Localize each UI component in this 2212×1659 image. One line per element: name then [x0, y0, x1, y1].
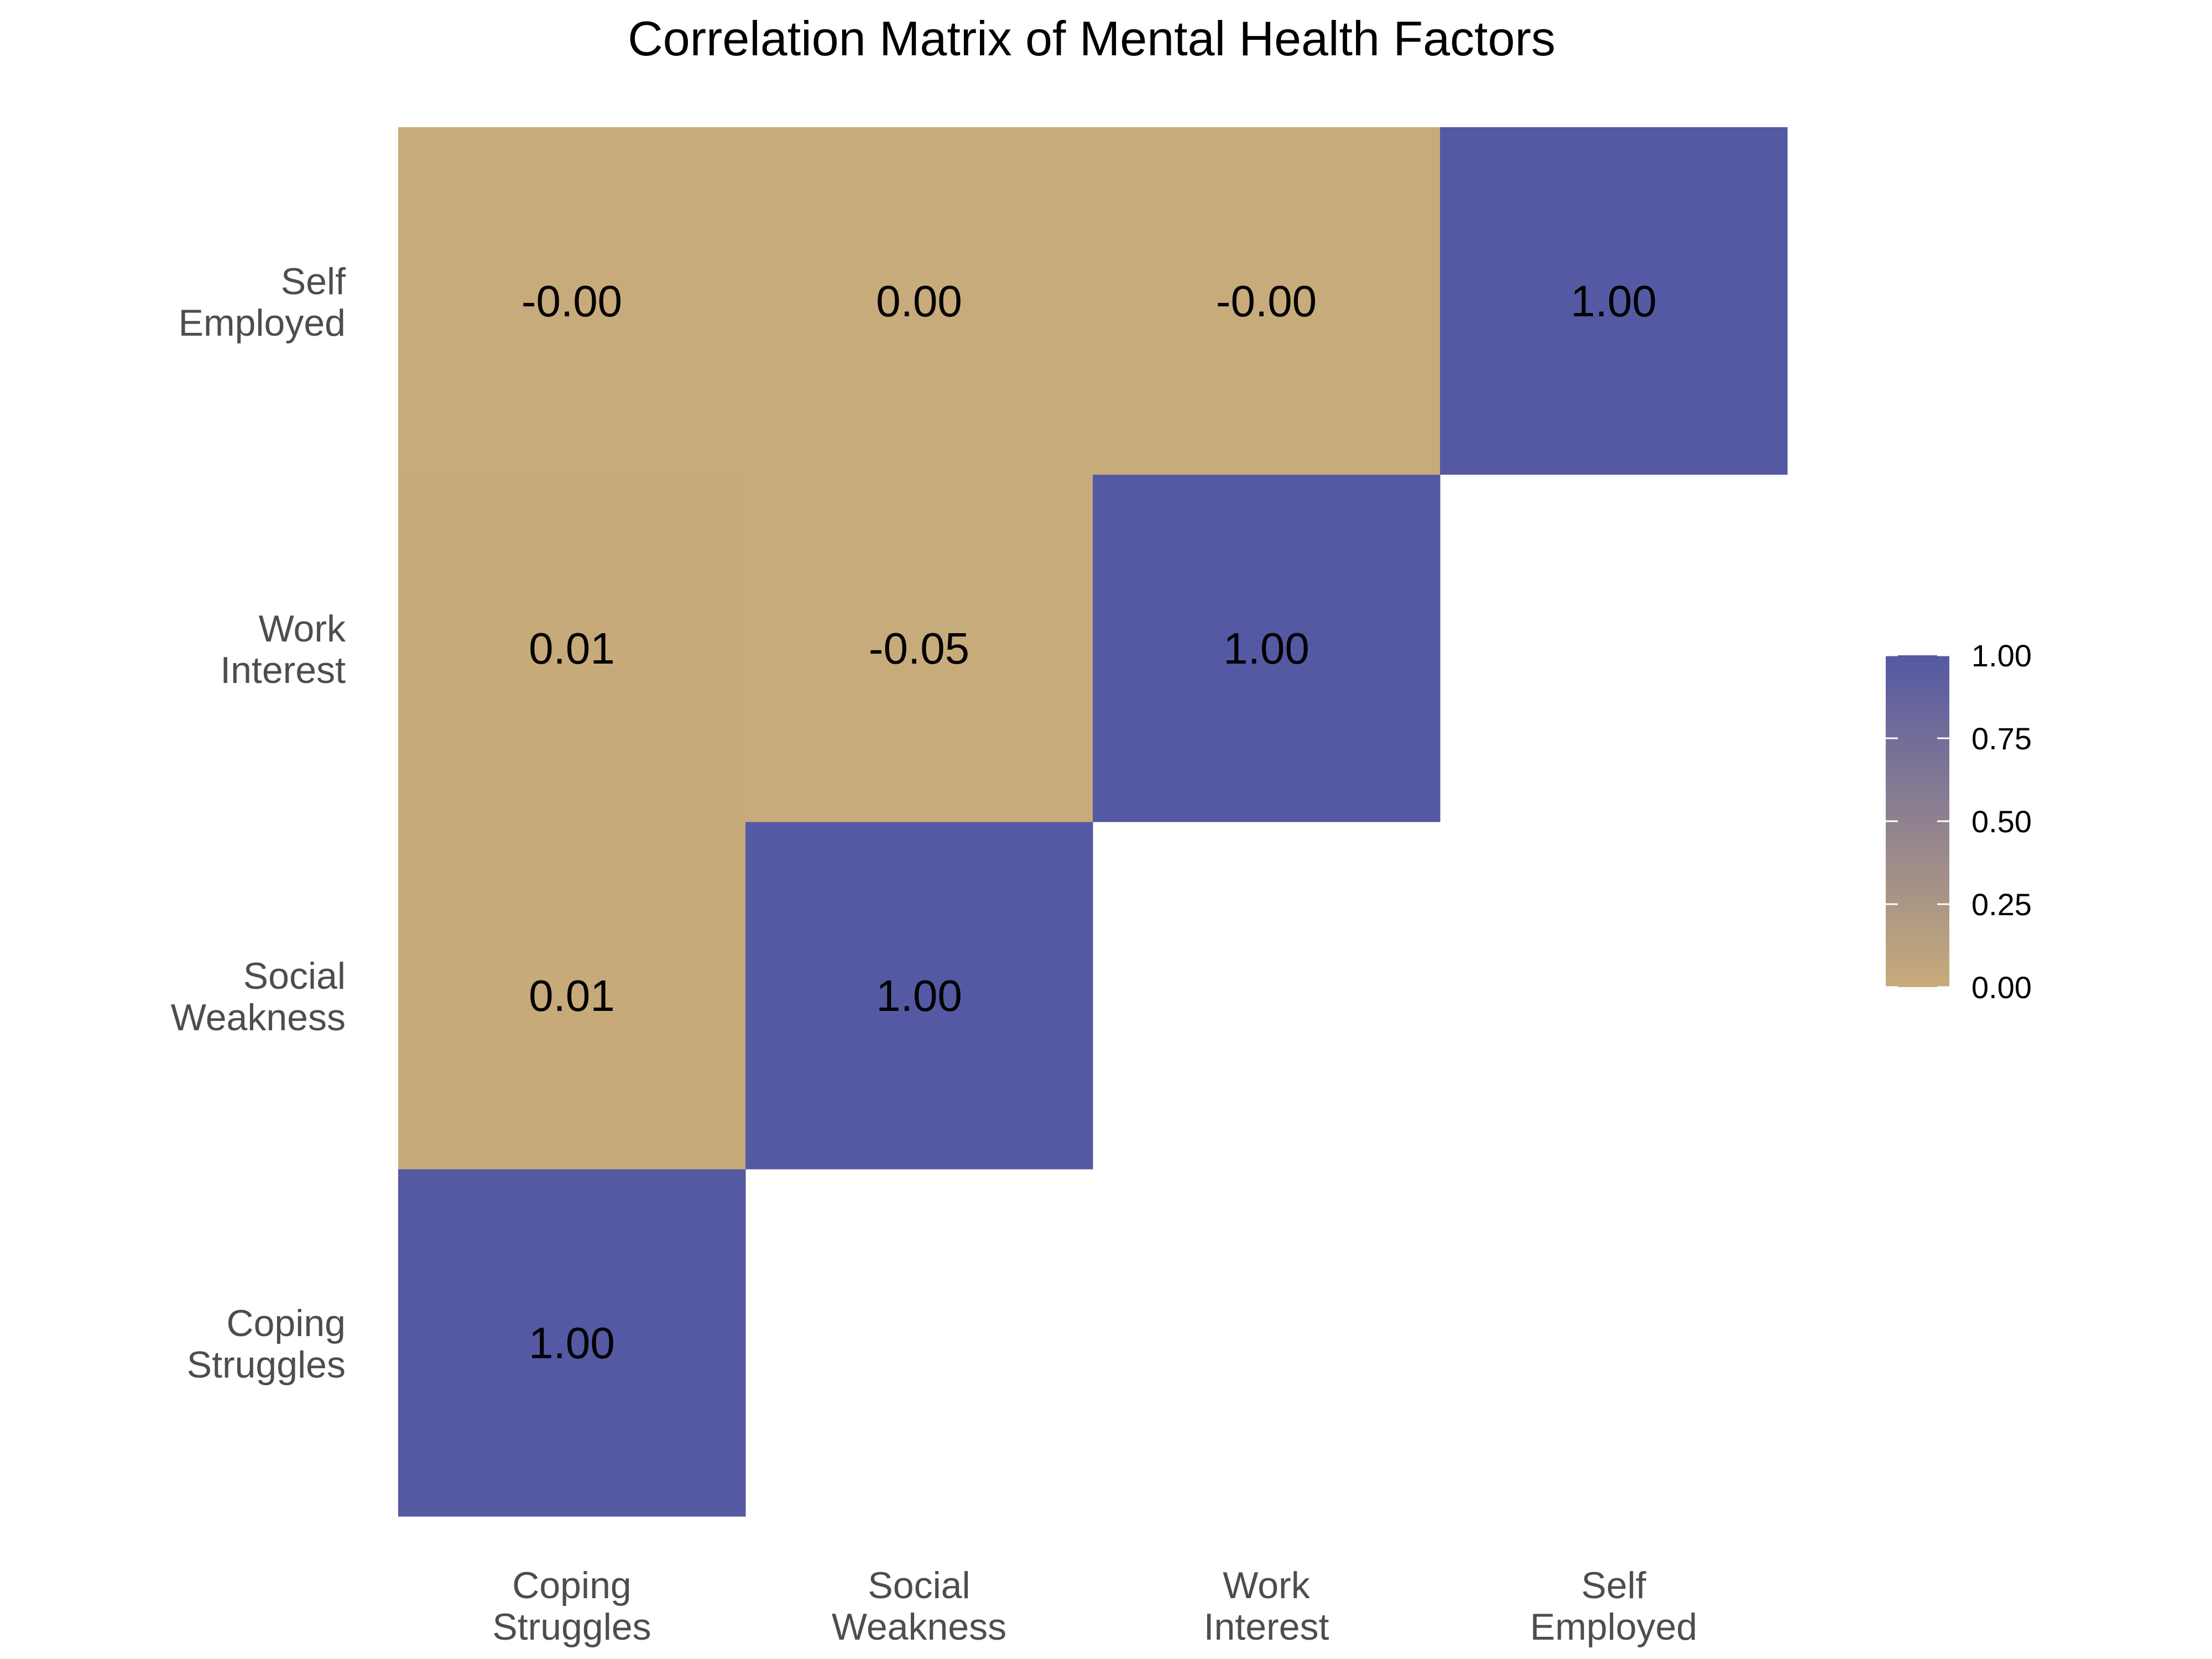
cell-value-label: 1.00 [1223, 624, 1310, 673]
legend-tick-label: 0.50 [1971, 804, 2032, 839]
legend-tick-label: 0.00 [1971, 970, 2032, 1005]
x-tick-label: Coping Struggles [492, 1564, 651, 1648]
heatmap-cell [745, 822, 1093, 1170]
heatmap-cell [398, 822, 746, 1170]
heatmap-cell [745, 474, 1093, 822]
x-axis-labels: Coping Struggles Social Weakness Work Interes… [492, 1564, 1697, 1648]
heatmap-cell [1093, 127, 1441, 475]
heatmap-cell-labels: 1.00 0.01 1.00 0.01 -0.05 1.00 -0.00 0.00 -0.00 1… [521, 276, 1657, 1368]
cell-value-label: 0.00 [876, 276, 962, 326]
y-tick-label: Coping Struggles [187, 1302, 346, 1386]
cell-value-label: -0.05 [869, 624, 969, 673]
cell-value-label: 1.00 [876, 971, 962, 1020]
x-tick-label: Work Interest [1204, 1564, 1329, 1648]
heatmap-cell [398, 1169, 746, 1517]
heatmap-cells [398, 127, 1788, 1517]
cell-value-label: 1.00 [1571, 276, 1657, 326]
color-legend: 1.00 0.75 0.50 0.25 0.00 [1886, 638, 2032, 1005]
heatmap-cell [1093, 474, 1441, 822]
cell-value-label: -0.00 [521, 276, 622, 326]
cell-value-label: 1.00 [529, 1318, 615, 1368]
cell-value-label: -0.00 [1216, 276, 1317, 326]
chart-title: Correlation Matrix of Mental Health Fact… [628, 11, 1556, 66]
cell-value-label: 0.01 [529, 624, 615, 673]
y-tick-label: Self Employed [179, 260, 346, 344]
heatmap-cell [398, 474, 746, 822]
x-tick-label: Social Weakness [832, 1564, 1006, 1648]
legend-tick-label: 0.25 [1971, 887, 2032, 922]
y-axis-labels: Coping Struggles Social Weakness Work Interes… [171, 260, 346, 1386]
cell-value-label: 0.01 [529, 971, 615, 1020]
legend-tick-label: 1.00 [1971, 638, 2032, 673]
heatmap-cell [745, 127, 1093, 475]
heatmap-cell [1440, 127, 1788, 475]
y-tick-label: Work Interest [220, 608, 346, 691]
heatmap-cell [398, 127, 746, 475]
y-tick-label: Social Weakness [171, 955, 346, 1039]
x-tick-label: Self Employed [1530, 1564, 1697, 1648]
legend-tick-label: 0.75 [1971, 721, 2032, 756]
